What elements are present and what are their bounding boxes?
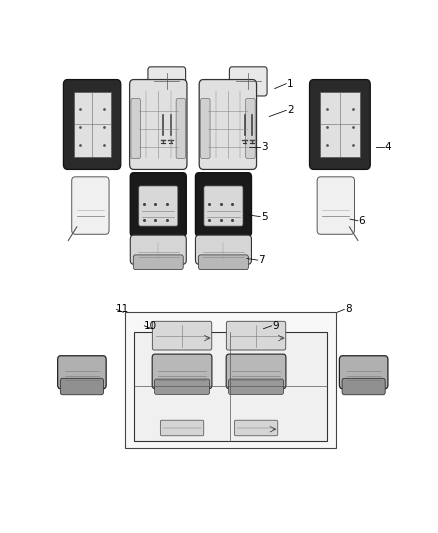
- FancyBboxPatch shape: [226, 321, 286, 350]
- FancyBboxPatch shape: [58, 356, 106, 389]
- Bar: [74, 92, 110, 157]
- FancyBboxPatch shape: [317, 177, 354, 235]
- FancyBboxPatch shape: [195, 235, 251, 264]
- Text: 10: 10: [144, 321, 157, 331]
- FancyBboxPatch shape: [72, 177, 109, 235]
- FancyBboxPatch shape: [148, 67, 186, 96]
- FancyBboxPatch shape: [130, 79, 187, 169]
- FancyBboxPatch shape: [339, 356, 388, 389]
- FancyBboxPatch shape: [199, 79, 257, 169]
- FancyBboxPatch shape: [198, 255, 248, 270]
- Text: 8: 8: [345, 304, 352, 314]
- FancyBboxPatch shape: [139, 186, 178, 226]
- Text: 4: 4: [385, 142, 391, 152]
- FancyBboxPatch shape: [342, 378, 385, 395]
- FancyBboxPatch shape: [310, 79, 370, 169]
- FancyBboxPatch shape: [229, 379, 283, 394]
- FancyBboxPatch shape: [204, 186, 243, 226]
- FancyBboxPatch shape: [152, 354, 212, 389]
- FancyBboxPatch shape: [234, 420, 278, 436]
- FancyBboxPatch shape: [226, 354, 286, 389]
- FancyBboxPatch shape: [155, 379, 209, 394]
- FancyBboxPatch shape: [60, 378, 103, 395]
- FancyBboxPatch shape: [130, 173, 186, 236]
- Bar: [125, 312, 336, 448]
- Bar: [134, 332, 327, 441]
- FancyBboxPatch shape: [64, 79, 121, 169]
- Text: 3: 3: [261, 142, 268, 152]
- Text: 5: 5: [261, 212, 268, 222]
- Text: 9: 9: [272, 321, 279, 331]
- FancyBboxPatch shape: [130, 235, 186, 264]
- Text: 1: 1: [287, 79, 294, 88]
- FancyBboxPatch shape: [160, 420, 204, 436]
- FancyBboxPatch shape: [230, 67, 267, 96]
- FancyBboxPatch shape: [133, 255, 183, 270]
- Text: 2: 2: [287, 106, 294, 115]
- Bar: [320, 92, 360, 157]
- Text: 7: 7: [258, 255, 265, 265]
- Text: 11: 11: [116, 304, 129, 314]
- FancyBboxPatch shape: [246, 99, 255, 158]
- FancyBboxPatch shape: [176, 99, 186, 158]
- FancyBboxPatch shape: [195, 173, 251, 236]
- FancyBboxPatch shape: [152, 321, 212, 350]
- FancyBboxPatch shape: [201, 99, 210, 158]
- FancyBboxPatch shape: [131, 99, 141, 158]
- Text: 6: 6: [359, 216, 365, 226]
